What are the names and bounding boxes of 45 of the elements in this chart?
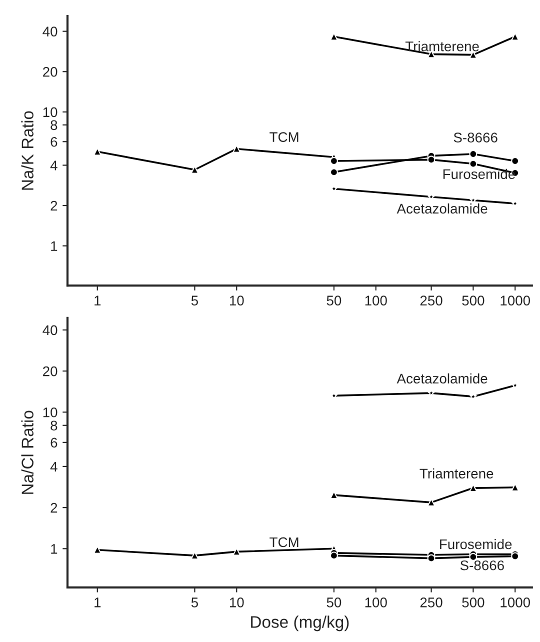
x-tick-label: 1000 <box>500 598 530 608</box>
y-tick-label: 8 <box>50 420 58 431</box>
y-tick-label: 4 <box>50 462 58 472</box>
y-tick-label: 4 <box>50 160 58 170</box>
series-label: TCM <box>270 537 298 548</box>
y-tick-label: 6 <box>50 438 58 448</box>
x-tick-label: 1 <box>94 296 101 306</box>
y-tick-label: 8 <box>50 120 58 130</box>
series-label: Acetazolamide <box>396 203 488 214</box>
y-tick-label: 2 <box>50 200 58 211</box>
x-tick-label: 100 <box>365 296 387 306</box>
x-tick-label: 1000 <box>500 296 530 306</box>
series-label: S-8666 <box>460 560 504 570</box>
x-tick-label: 50 <box>326 296 342 306</box>
series-label: Furosemide <box>440 538 512 550</box>
x-tick-label: 500 <box>462 598 484 608</box>
y-tick-label: 40 <box>42 26 58 36</box>
y-tick-label: 1 <box>51 544 58 554</box>
x-tick-label: 5 <box>191 296 198 306</box>
x-tick-label: 10 <box>230 598 244 608</box>
x-tick-label: 100 <box>365 598 387 608</box>
y-tick-label: 10 <box>43 107 58 118</box>
series-label: TCM <box>270 132 298 142</box>
y-tick-label: 2 <box>50 502 58 513</box>
x-tick-label: 500 <box>462 296 484 306</box>
x-tick-label: 250 <box>420 598 442 608</box>
series-label: Acetazolamide <box>396 373 488 384</box>
y-tick-label: 40 <box>42 325 58 336</box>
y-tick-label: 1 <box>51 241 58 251</box>
y-tick-label: 6 <box>50 136 58 147</box>
y-axis-title: Na/K Ratio <box>21 111 34 190</box>
y-tick-label: 10 <box>43 407 58 418</box>
series-label: Triamterene <box>420 468 494 479</box>
x-tick-label: 10 <box>230 296 244 306</box>
y-axis-title: Na/Cl Ratio <box>21 410 34 494</box>
x-tick-label: 50 <box>326 598 342 608</box>
series-label: Triamterene <box>405 41 479 52</box>
series-label: S-8666 <box>454 132 498 142</box>
y-tick-label: 20 <box>43 366 58 376</box>
series-label: Furosemide <box>443 168 516 180</box>
x-axis-title: Dose (mg/kg) <box>251 616 349 632</box>
x-tick-label: 5 <box>191 598 198 608</box>
x-tick-label: 1 <box>94 598 101 608</box>
y-tick-label: 20 <box>43 66 58 77</box>
x-tick-label: 250 <box>420 296 442 306</box>
